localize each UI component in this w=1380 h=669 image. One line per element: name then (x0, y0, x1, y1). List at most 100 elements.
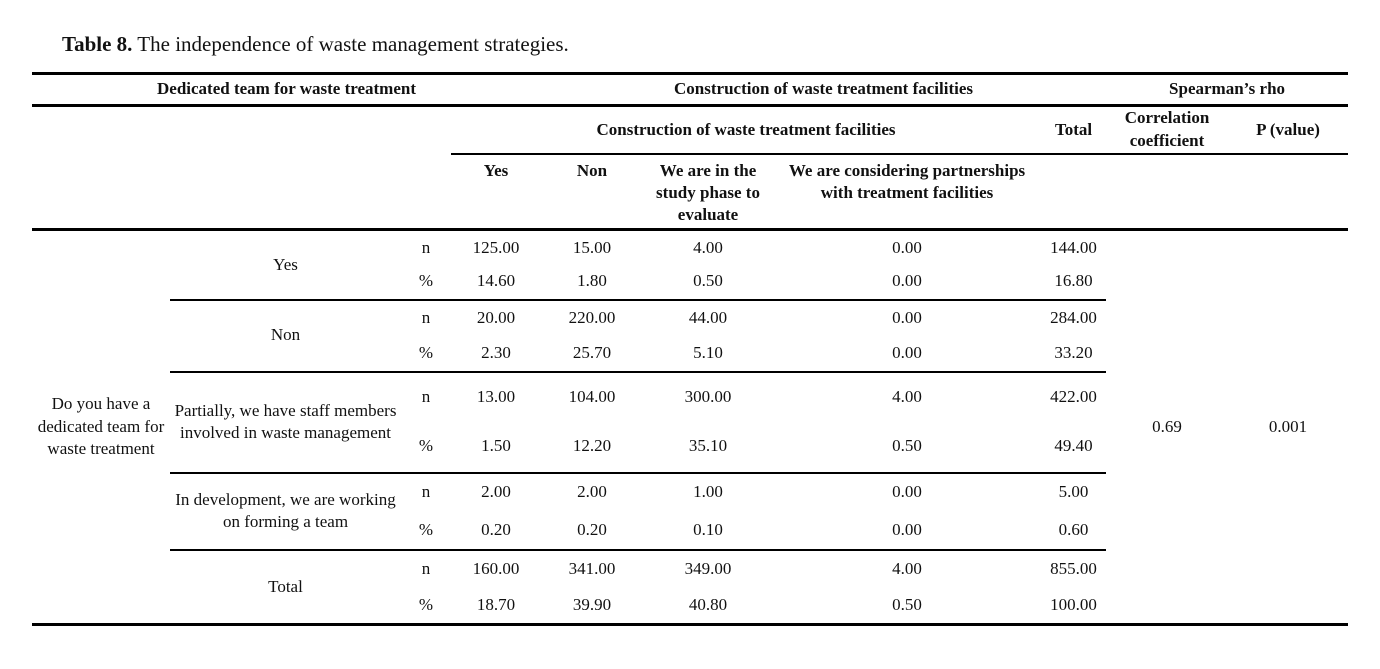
data-cell: 341.00 (568, 558, 616, 578)
data-cell: 13.00 (476, 386, 516, 406)
data-cell: 0.50 (643, 264, 774, 301)
data-cell: 0.00 (773, 264, 1042, 301)
data-cell: 33.20 (1041, 335, 1107, 373)
table-row: % 2.30 25.70 5.10 0.00 33.20 (32, 335, 1348, 373)
col-header-partnerships: We are considering partnerships with tre… (773, 153, 1042, 231)
data-cell: 104.00 (568, 386, 616, 406)
data-cell: 2.30 (451, 335, 542, 373)
data-cell: 14.60 (451, 264, 542, 301)
data-cell: 4.00 (892, 386, 922, 406)
table-caption-text: The independence of waste management str… (137, 32, 569, 56)
data-cell: 4.00 (693, 237, 723, 257)
data-cell: 220.00 (568, 307, 616, 327)
data-cell: 44.00 (688, 307, 728, 327)
data-cell: 4.00 (892, 558, 922, 578)
data-cell: 100.00 (1050, 595, 1097, 615)
data-cell: 160.00 (472, 558, 520, 578)
spearman-p-value: 0.001 (1268, 416, 1308, 436)
data-cell: 1.50 (451, 421, 542, 474)
table-caption: Table 8. The independence of waste manag… (62, 30, 1380, 58)
data-cell: 5.00 (1058, 482, 1089, 502)
row-label-n: n (421, 237, 431, 257)
col-header-study-phase: We are in the study phase to evaluate (643, 153, 774, 231)
category-partially: Partially, we have staff members involve… (170, 371, 401, 474)
data-cell: 15.00 (572, 237, 612, 257)
spearman-correlation-value: 0.69 (1152, 416, 1182, 436)
data-cell: 49.40 (1041, 421, 1107, 474)
data-cell: 422.00 (1050, 386, 1097, 406)
data-cell: 0.10 (643, 511, 774, 551)
row-label-pct: % (418, 595, 434, 615)
table-row: % 18.70 39.90 40.80 0.50 100.00 (32, 588, 1348, 625)
col-header-non: Non (541, 153, 644, 231)
data-cell: 39.90 (572, 595, 612, 615)
header-p-value: P (value) (1228, 105, 1349, 155)
table-row: % 0.20 0.20 0.10 0.00 0.60 (32, 511, 1348, 551)
header-total: Total (1041, 105, 1107, 155)
data-cell: 855.00 (1050, 558, 1097, 578)
data-cell: 20.00 (476, 307, 516, 327)
row-label-pct: % (401, 421, 451, 474)
header-spearman-rho: Spearman’s rho (1106, 73, 1349, 107)
category-total: Total (268, 576, 303, 596)
table-row: Construction of waste treatment faciliti… (32, 105, 1349, 155)
data-cell: 5.10 (643, 335, 774, 373)
data-cell: 0.00 (892, 482, 922, 502)
data-cell: 0.00 (892, 237, 922, 257)
row-label-n: n (421, 307, 431, 327)
header-construction-group: Construction of waste treatment faciliti… (541, 73, 1107, 107)
question-stub: Do you have a dedicated team for waste t… (37, 394, 165, 459)
data-cell: 40.80 (688, 595, 728, 615)
data-cell: 2.00 (481, 482, 511, 502)
row-label-n: n (421, 386, 431, 406)
table-row: Total n 160.00 341.00 349.00 4.00 855.00 (32, 550, 1348, 596)
data-cell: 25.70 (541, 335, 644, 373)
data-cell: 35.10 (643, 421, 774, 474)
table-row: Yes Non We are in the study phase to eva… (32, 153, 1349, 231)
data-cell: 2.00 (577, 482, 607, 502)
data-cell: 12.20 (541, 421, 644, 474)
table-caption-label: Table 8. (62, 32, 133, 56)
table-row: Partially, we have staff members involve… (32, 371, 1348, 474)
independence-table: Dedicated team for waste treatment Const… (32, 72, 1349, 626)
data-cell: 0.00 (773, 511, 1042, 551)
data-cell: 0.60 (1041, 511, 1107, 551)
row-label-n: n (421, 558, 431, 578)
data-cell: 1.00 (693, 482, 723, 502)
data-cell: 16.80 (1041, 264, 1107, 301)
data-cell: 0.20 (451, 511, 542, 551)
table-row: % 1.50 12.20 35.10 0.50 49.40 (32, 421, 1348, 474)
category-non: Non (170, 299, 401, 373)
data-cell: 18.70 (476, 595, 516, 615)
data-cell: 125.00 (472, 237, 520, 257)
table-row: Non n 20.00 220.00 44.00 0.00 284.00 (32, 299, 1348, 373)
header-construction-sub: Construction of waste treatment faciliti… (451, 105, 1042, 155)
table-row: % 14.60 1.80 0.50 0.00 16.80 (32, 264, 1348, 301)
data-cell: 1.80 (541, 264, 644, 301)
data-cell: 0.50 (773, 421, 1042, 474)
empty-cell (1228, 153, 1349, 231)
empty-cell (32, 153, 451, 231)
data-cell: 0.00 (892, 307, 922, 327)
empty-cell (1106, 153, 1229, 231)
data-cell: 0.50 (892, 595, 922, 615)
empty-cell (32, 106, 451, 154)
col-header-yes: Yes (451, 153, 542, 231)
data-cell: 284.00 (1050, 307, 1097, 327)
category-in-development: In development, we are working on formin… (170, 472, 401, 551)
data-cell: 0.00 (773, 335, 1042, 373)
row-label-n: n (421, 482, 431, 502)
empty-cell (1041, 153, 1107, 231)
header-dedicated-team: Dedicated team for waste treatment (32, 73, 542, 107)
table-row: Do you have a dedicated team for waste t… (32, 229, 1348, 458)
row-label-pct: % (401, 264, 451, 301)
table-row: In development, we are working on formin… (32, 472, 1348, 551)
data-cell: 349.00 (684, 558, 732, 578)
category-yes: Yes (170, 229, 401, 301)
data-cell: 300.00 (684, 386, 732, 406)
row-label-pct: % (401, 335, 451, 373)
data-cell: 0.20 (541, 511, 644, 551)
table-row: Dedicated team for waste treatment Const… (32, 73, 1349, 107)
header-correlation-coefficient: Correlation coefficient (1106, 105, 1229, 155)
